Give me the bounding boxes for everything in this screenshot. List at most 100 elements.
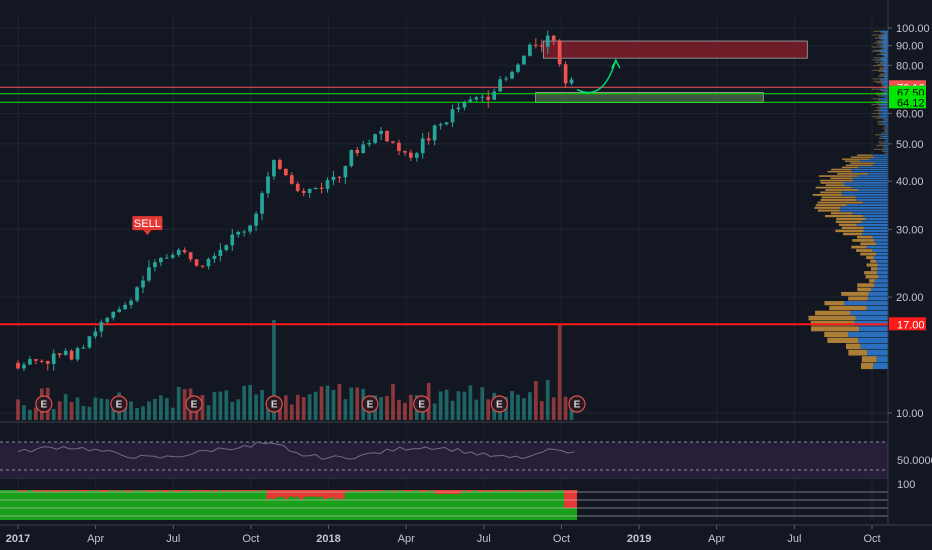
volume-profile-bar [880,79,885,81]
volume-profile-bar [884,85,888,88]
volume-profile-bar [885,72,888,74]
momentum-negative [144,490,148,491]
projection-arrow-head [611,58,621,69]
volume-profile-bar [873,30,880,32]
volume-profile-bar [882,38,888,40]
volume-profile-bar [884,45,888,47]
volume-profile-bar [872,78,880,80]
volume-profile-bar [883,56,887,58]
volume-profile-bar [883,119,885,121]
volume-profile-bar [880,89,886,92]
volume-profile-bar [883,74,888,76]
volume-profile-bar [875,102,883,104]
candle-body [319,187,324,189]
time-tick-label: Jul [166,533,180,545]
candle-body [200,265,205,267]
volume-profile-bar [845,343,861,350]
volume-bar [81,405,86,420]
momentum-negative [186,490,190,492]
momentum-negative [372,490,376,492]
earnings-marker-label: E [367,400,374,411]
price-tick-label: 10.00 [896,408,924,420]
volume-profile-bar [873,80,882,83]
volume-profile-bar [874,239,888,242]
volume-bar [510,390,514,420]
time-tick-label: Oct [863,533,880,545]
candle-body [260,193,264,214]
volume-profile-bar [844,301,888,306]
momentum-negative [403,490,407,492]
volume-profile-bar [881,33,886,35]
volume-profile-bar [875,94,884,96]
candle-body [307,189,312,193]
volume-profile-bar [877,59,888,61]
volume-profile-bar [842,193,888,196]
candle-body [426,138,431,141]
momentum-negative [545,490,550,492]
volume-profile-bar [844,184,888,187]
momentum-negative [134,490,138,491]
volume-profile-bar [876,242,888,246]
volume-profile-bar [867,173,888,175]
momentum-negative [51,490,55,492]
time-tick-label: Oct [242,533,259,545]
volume-profile-bar [878,75,884,77]
momentum-negative [33,490,37,492]
earnings-marker-label: E [418,400,425,411]
candle-body [34,359,38,361]
volume-profile-bar [831,168,851,171]
candle-body [498,79,502,92]
volume-bar [391,383,395,420]
volume-profile-bar [886,129,888,131]
volume-profile-bar [877,108,881,110]
volume-profile-bar [852,170,888,173]
volume-bar [456,391,461,420]
candle-body [51,353,56,364]
volume-profile-bar [827,337,859,343]
momentum-negative [520,490,524,492]
volume-profile-bar [859,326,888,332]
volume-profile-bar [884,125,887,127]
volume-bar [337,383,342,420]
momentum-negative [491,490,495,492]
volume-bar [200,394,205,420]
volume-profile-bar [861,356,877,363]
momentum-negative [212,490,216,492]
momentum-negative [530,490,534,492]
volume-profile-bar [866,256,874,260]
volume-profile-bar [862,201,888,204]
horizontal-levels[interactable] [0,86,888,326]
volume-profile-bar [884,79,888,81]
momentum-negative [46,490,50,492]
candle-body [135,287,139,301]
volume-bar [516,394,520,420]
candle-body [557,40,562,65]
momentum-negative [87,490,91,491]
time-tick-label: Apr [398,533,415,545]
candle-body [188,252,193,260]
candle-body [218,249,223,256]
candle-body [533,44,538,46]
volume-profile-bar [884,152,887,154]
earnings-marker [185,395,203,413]
volume-bar [105,399,110,420]
volume-profile-bar [878,50,888,52]
candle-body [391,141,395,143]
volume-profile-bar [873,148,883,151]
momentum-negative [160,490,164,491]
volume-profile-bar [876,259,888,263]
volume-profile-bar [882,82,888,84]
candle-body [331,176,336,181]
volume-profile-bar [884,62,888,64]
volume-profile-bar [882,58,888,60]
momentum-negative [77,490,81,492]
momentum-negative [219,490,223,491]
time-tick-label: Apr [708,533,725,545]
volume-profile-bar [824,301,845,306]
candle-body [545,35,550,47]
momentum-negative [271,490,275,499]
volume-profile-bar [885,130,888,132]
level-tag-text: 64.12 [897,97,925,109]
volume-profile-bar [886,77,888,79]
